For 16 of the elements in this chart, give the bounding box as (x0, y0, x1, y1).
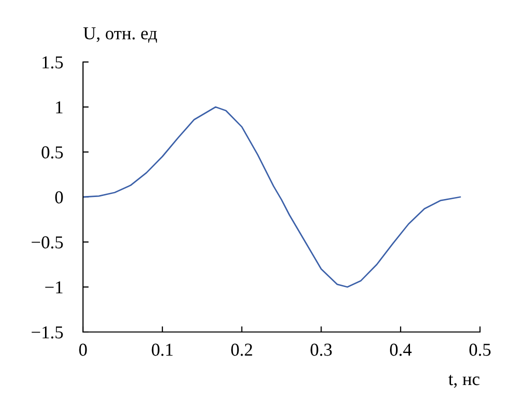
x-tick-label: 0.2 (231, 344, 252, 356)
y-tick-label: 0 (55, 191, 63, 204)
y-tick-label: −0.5 (32, 236, 63, 249)
x-tick-label: 0.3 (310, 344, 332, 356)
y-axis-title: U, отн. ед (83, 27, 157, 43)
y-tick-label: 1.5 (42, 56, 63, 69)
y-tick-label: −1 (45, 281, 62, 294)
y-tick-label: 1 (56, 101, 62, 114)
x-tick-label: 0.4 (390, 344, 412, 356)
x-tick-label: 0 (79, 344, 87, 356)
x-tick-label: 0.1 (152, 344, 173, 356)
x-tick-label: 0.5 (469, 344, 491, 356)
y-tick-label: 0.5 (42, 146, 63, 159)
y-tick-label: −1.5 (32, 326, 63, 339)
line-series (83, 106, 461, 288)
x-axis-title: t, нс (448, 374, 480, 388)
